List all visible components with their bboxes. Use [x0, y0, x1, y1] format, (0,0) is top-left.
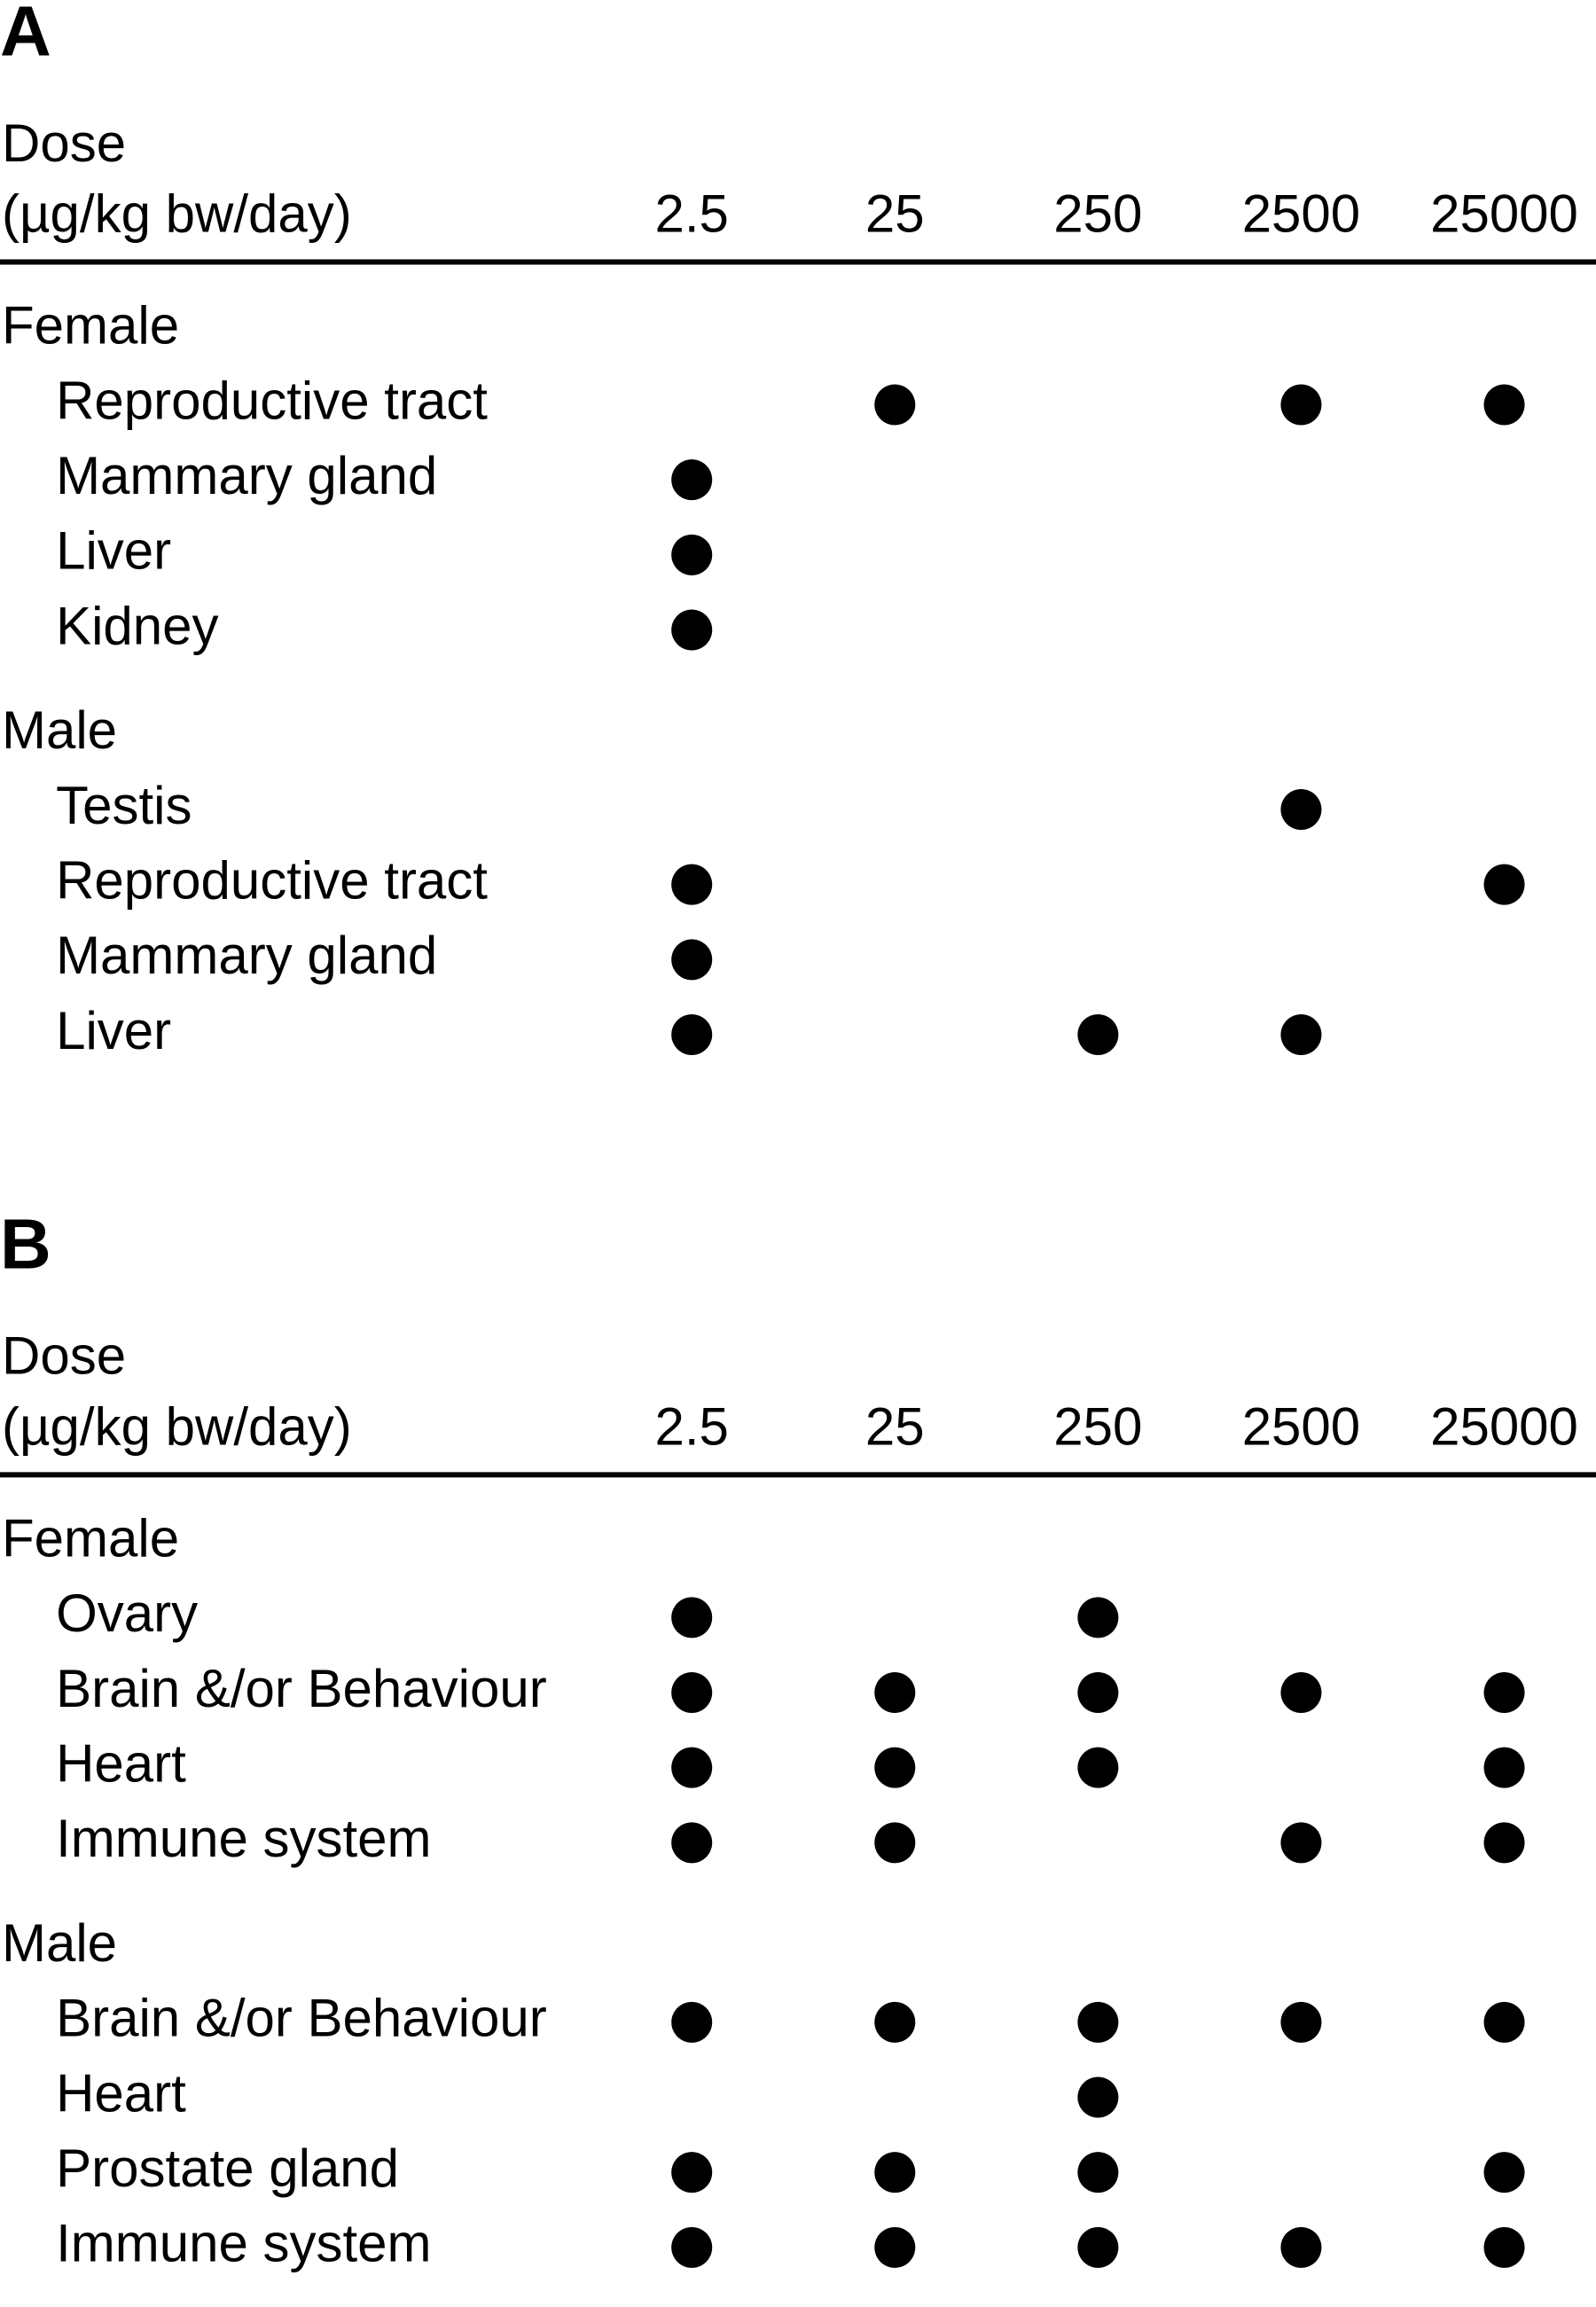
row-label: Mammary gland — [56, 446, 437, 505]
row-label: Liver — [56, 521, 171, 581]
effect-dot — [1280, 1672, 1322, 1713]
effect-dot — [1077, 1747, 1119, 1788]
effect-dot — [671, 2152, 713, 2194]
dose-header: 250 — [1053, 1396, 1142, 1456]
effect-dot — [1077, 2226, 1119, 2268]
dose-header: 25 — [865, 184, 925, 244]
row-label: Kidney — [56, 596, 218, 655]
effect-dot — [1280, 2226, 1322, 2268]
dose-header: 25000 — [1430, 184, 1578, 244]
dose-header: 2500 — [1242, 1396, 1360, 1456]
effect-dot — [1483, 1672, 1525, 1713]
panel-label: A — [0, 0, 51, 71]
effect-dot — [1483, 384, 1525, 426]
row-label: Heart — [56, 1734, 186, 1794]
row-label: Immune system — [56, 1809, 431, 1868]
effect-dot — [671, 939, 713, 981]
effect-dot — [874, 2152, 916, 2194]
effect-dot — [1483, 864, 1525, 905]
effect-dot — [874, 1747, 916, 1788]
effect-dot — [671, 459, 713, 501]
dose-label: (µg/kg bw/day) — [2, 184, 352, 244]
dose-header: 2.5 — [654, 184, 728, 244]
effect-dot — [874, 384, 916, 426]
effect-dot — [671, 609, 713, 651]
effect-dot — [671, 1747, 713, 1788]
group-label: Male — [2, 1913, 117, 1973]
effect-dot — [671, 1672, 713, 1713]
effect-dot — [1483, 1822, 1525, 1864]
effect-dot — [1077, 2152, 1119, 2194]
effect-dot — [1077, 2001, 1119, 2043]
effect-dot — [1483, 2001, 1525, 2043]
effect-dot — [671, 1013, 713, 1055]
row-label: Reproductive tract — [56, 851, 488, 911]
effect-dot — [874, 2001, 916, 2043]
effect-dot — [671, 534, 713, 575]
dose-header: 2.5 — [654, 1396, 728, 1456]
effect-dot — [1483, 2226, 1525, 2268]
effect-dot — [1483, 2152, 1525, 2194]
effect-dot — [874, 1672, 916, 1713]
dose-label: Dose — [2, 113, 126, 173]
effect-dot — [1280, 2001, 1322, 2043]
group-label: Male — [2, 700, 117, 760]
row-label: Prostate gland — [56, 2139, 399, 2198]
row-label: Reproductive tract — [56, 371, 488, 430]
effect-dot — [1077, 1672, 1119, 1713]
group-label: Female — [2, 1509, 179, 1568]
row-label: Heart — [56, 2063, 186, 2123]
dose-header: 2500 — [1242, 184, 1360, 244]
effect-dot — [1077, 1013, 1119, 1055]
effect-dot — [1483, 1747, 1525, 1788]
effect-dot — [1077, 1597, 1119, 1638]
row-label: Liver — [56, 1001, 171, 1060]
row-label: Brain &/or Behaviour — [56, 1989, 547, 2048]
row-label: Testis — [56, 776, 192, 835]
effect-dot — [874, 1822, 916, 1864]
group-label: Female — [2, 296, 179, 356]
effect-dot — [671, 1597, 713, 1638]
effect-dot — [671, 2001, 713, 2043]
effect-dot — [874, 2226, 916, 2268]
effect-dot — [1280, 1013, 1322, 1055]
row-label: Ovary — [56, 1584, 198, 1643]
effect-dot — [671, 1822, 713, 1864]
row-label: Mammary gland — [56, 926, 437, 985]
panel-label: B — [0, 1204, 51, 1283]
row-label: Immune system — [56, 2214, 431, 2273]
effect-dot — [671, 864, 713, 905]
row-label: Brain &/or Behaviour — [56, 1659, 547, 1718]
dose-header: 25000 — [1430, 1396, 1578, 1456]
effect-dot — [1280, 789, 1322, 830]
dose-label: (µg/kg bw/day) — [2, 1396, 352, 1456]
dose-header: 25 — [865, 1396, 925, 1456]
effect-dot — [1280, 1822, 1322, 1864]
effect-dot — [671, 2226, 713, 2268]
effect-dot — [1280, 384, 1322, 426]
dose-header: 250 — [1053, 184, 1142, 244]
effect-dot — [1077, 2076, 1119, 2118]
dose-label: Dose — [2, 1326, 126, 1386]
